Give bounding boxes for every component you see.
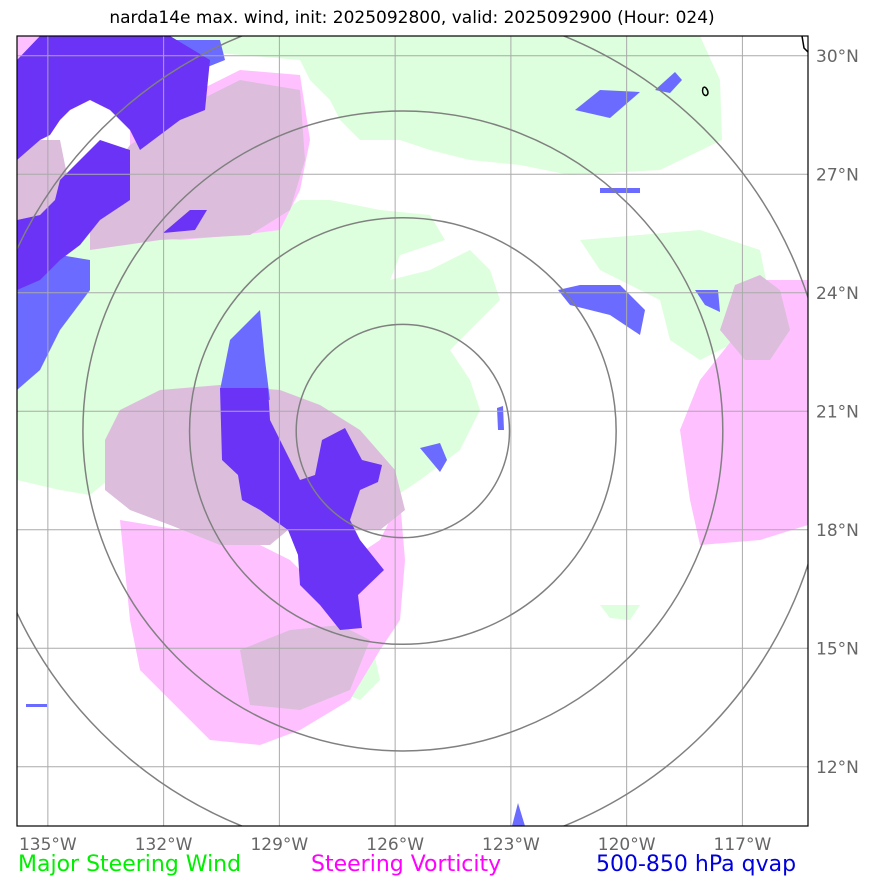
lon-tick-labels: 135°W 132°W 129°W 126°W 123°W 120°W 117°W xyxy=(19,835,771,855)
legend-steering-wind: Major Steering Wind xyxy=(18,852,242,877)
map-title: narda14e max. wind, init: 2025092800, va… xyxy=(109,8,715,28)
lon-tick-label: 129°W xyxy=(250,835,308,855)
lat-tick-label: 18°N xyxy=(816,521,859,541)
contour-island xyxy=(701,86,709,97)
coastline xyxy=(801,35,809,53)
legend-steering-vorticity: Steering Vorticity xyxy=(311,852,502,877)
range-ring xyxy=(295,323,511,539)
lon-tick-label: 117°W xyxy=(714,835,772,855)
range-rings xyxy=(17,36,808,826)
lat-tick-labels: 30°N 27°N 24°N 21°N 18°N 15°N 12°N xyxy=(816,47,859,778)
lon-tick-label: 135°W xyxy=(19,835,77,855)
lat-tick-label: 12°N xyxy=(816,758,859,778)
lat-tick-label: 30°N xyxy=(816,47,859,67)
lon-tick-label: 123°W xyxy=(482,835,540,855)
range-ring xyxy=(188,216,617,646)
qvap-field xyxy=(17,40,720,826)
lat-tick-label: 21°N xyxy=(816,402,859,422)
graticule xyxy=(17,36,808,826)
map-frame xyxy=(16,35,809,827)
lat-tick-label: 24°N xyxy=(816,284,859,304)
lat-tick-label: 27°N xyxy=(816,165,859,185)
lon-tick-label: 126°W xyxy=(366,835,424,855)
range-ring xyxy=(82,110,724,752)
lon-tick-label: 120°W xyxy=(598,835,656,855)
qvap-strong-field xyxy=(17,36,384,630)
lon-tick-label: 132°W xyxy=(135,835,193,855)
field-layers xyxy=(17,36,808,826)
lat-tick-label: 15°N xyxy=(816,639,859,659)
legend-qvap: 500-850 hPa qvap xyxy=(596,852,797,877)
